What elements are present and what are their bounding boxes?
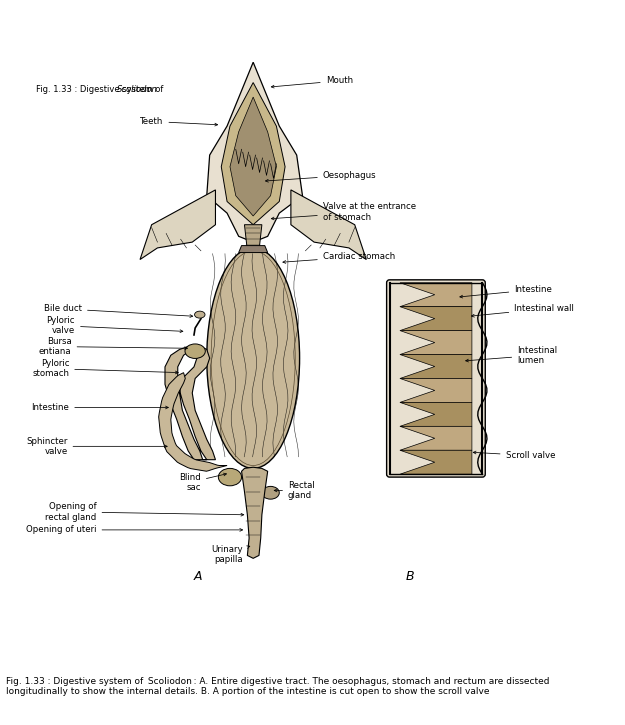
Text: Scroll valve: Scroll valve: [473, 451, 555, 460]
Text: Pyloric
valve: Pyloric valve: [46, 316, 183, 336]
Ellipse shape: [185, 344, 205, 358]
Text: Blind
sac: Blind sac: [179, 473, 226, 492]
Text: Fig. 1.33 : Digestive system of: Fig. 1.33 : Digestive system of: [36, 86, 166, 94]
Polygon shape: [400, 402, 472, 426]
FancyBboxPatch shape: [387, 280, 485, 477]
Text: Opening of
rectal gland: Opening of rectal gland: [45, 502, 244, 521]
Text: A: A: [194, 570, 202, 583]
Polygon shape: [291, 190, 366, 260]
Text: Sphincter
valve: Sphincter valve: [26, 436, 167, 456]
Polygon shape: [244, 225, 262, 251]
Text: Cardiac stomach: Cardiac stomach: [283, 252, 395, 263]
Text: Valve at the entrance
of stomach: Valve at the entrance of stomach: [271, 202, 416, 222]
Text: Urinary
papilla: Urinary papilla: [212, 544, 250, 564]
Text: Pyloric
stomach: Pyloric stomach: [32, 359, 178, 378]
Polygon shape: [239, 246, 268, 252]
Polygon shape: [242, 467, 268, 558]
Polygon shape: [221, 83, 285, 225]
Ellipse shape: [207, 248, 299, 468]
Text: Opening of uteri: Opening of uteri: [26, 526, 243, 534]
Text: Bile duct: Bile duct: [44, 304, 192, 318]
Polygon shape: [400, 426, 472, 450]
Text: Teeth: Teeth: [140, 117, 218, 126]
Polygon shape: [400, 283, 472, 307]
Polygon shape: [400, 450, 472, 474]
Polygon shape: [400, 307, 472, 331]
Text: Rectal
gland: Rectal gland: [274, 481, 315, 500]
Text: B: B: [406, 570, 414, 583]
Ellipse shape: [194, 311, 205, 318]
Polygon shape: [140, 190, 216, 260]
Polygon shape: [400, 378, 472, 402]
Text: Bursa
entiana: Bursa entiana: [39, 337, 188, 356]
Ellipse shape: [262, 486, 279, 499]
Polygon shape: [400, 331, 472, 355]
Text: Oesophagus: Oesophagus: [266, 171, 376, 182]
Text: Scoliodon: Scoliodon: [117, 86, 158, 94]
Text: Mouth: Mouth: [271, 76, 353, 88]
Text: Intestine: Intestine: [460, 285, 552, 298]
Polygon shape: [400, 355, 472, 378]
Text: Intestinal
lumen: Intestinal lumen: [466, 346, 558, 365]
Ellipse shape: [218, 468, 242, 486]
Polygon shape: [165, 347, 216, 460]
Polygon shape: [207, 62, 302, 242]
Text: Intestine: Intestine: [31, 403, 168, 412]
Polygon shape: [230, 97, 276, 216]
Text: Intestinal wall: Intestinal wall: [471, 304, 574, 317]
Text: Fig. 1.33 : Digestive system of  Scoliodon : A. Entire digestive tract. The oeso: Fig. 1.33 : Digestive system of Scoliodo…: [6, 676, 550, 696]
Polygon shape: [159, 373, 227, 471]
